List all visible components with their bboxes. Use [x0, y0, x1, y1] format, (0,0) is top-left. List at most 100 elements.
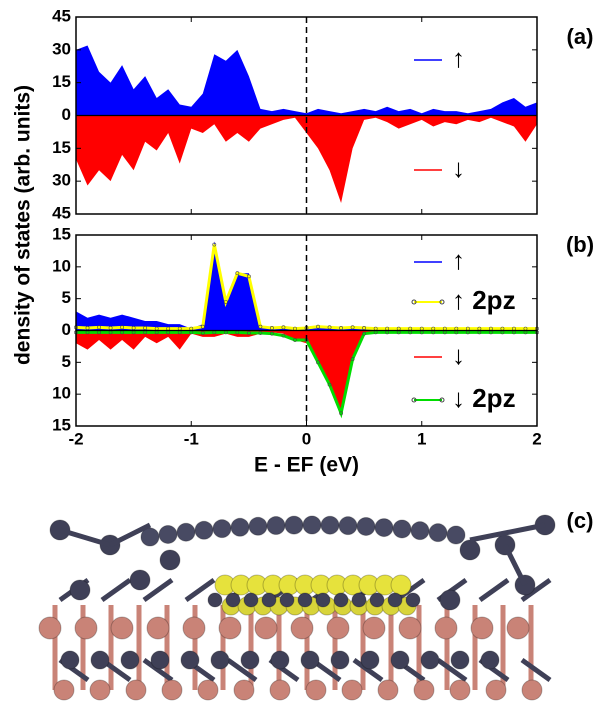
atom	[521, 679, 543, 701]
atom	[159, 549, 181, 571]
legend-marker	[411, 299, 417, 305]
panel-label: (a)	[567, 24, 594, 49]
dos-area	[76, 45, 537, 116]
atom	[459, 539, 481, 561]
atom	[53, 679, 75, 701]
atom	[254, 616, 278, 640]
bond	[108, 522, 152, 548]
legend-label: ↑	[452, 43, 465, 73]
atom	[338, 516, 358, 536]
y-tick-label: 0	[62, 105, 71, 124]
atom	[269, 679, 291, 701]
atom	[120, 650, 140, 670]
atom	[230, 517, 250, 537]
bond	[59, 527, 111, 548]
atom	[60, 650, 80, 670]
dos-point	[246, 274, 251, 279]
atom	[428, 523, 448, 543]
atom	[449, 679, 471, 701]
atom	[38, 616, 62, 640]
atom	[248, 516, 268, 536]
atom	[387, 592, 403, 608]
bond	[352, 657, 384, 683]
dos-point	[235, 271, 240, 276]
panel-label: (b)	[566, 232, 594, 257]
legend-label: ↓ 2pz	[452, 383, 516, 413]
dos-point	[270, 326, 274, 330]
atom	[182, 616, 206, 640]
x-tick-label: 0	[302, 429, 311, 448]
dos-area	[76, 330, 537, 414]
dos-point	[350, 357, 355, 362]
bond	[436, 657, 468, 683]
atom	[470, 616, 494, 640]
dos-point	[339, 326, 343, 330]
dos-point	[258, 324, 263, 329]
atom	[89, 679, 111, 701]
atom	[405, 592, 421, 608]
atom	[158, 524, 178, 544]
atom	[146, 616, 170, 640]
dos-point	[258, 331, 263, 335]
dos-point	[339, 411, 343, 416]
dos-point	[200, 324, 205, 329]
atom	[69, 579, 91, 601]
legend-label: ↓	[452, 153, 465, 183]
atom	[140, 527, 160, 547]
atom	[207, 592, 223, 608]
legend-label: ↑	[452, 245, 465, 275]
atom	[506, 616, 530, 640]
dos-point	[223, 299, 228, 304]
atom	[446, 525, 466, 545]
atom	[243, 592, 259, 608]
bond	[469, 522, 546, 543]
atom	[74, 616, 98, 640]
atom	[326, 616, 350, 640]
dos-point	[362, 326, 367, 330]
y-tick-label: 45	[52, 6, 71, 25]
atom	[261, 592, 277, 608]
atom	[290, 616, 314, 640]
dos-point	[143, 326, 148, 330]
atom	[450, 650, 470, 670]
atom	[125, 679, 147, 701]
atom	[225, 592, 241, 608]
y-tick-label: 0	[62, 320, 71, 339]
legend-marker	[439, 397, 445, 403]
dos-point	[350, 325, 355, 330]
atom	[351, 592, 367, 608]
atom	[377, 679, 399, 701]
y-tick-label: 10	[52, 256, 71, 275]
atom	[302, 515, 322, 535]
x-axis-label: E - EF (eV)	[254, 454, 359, 477]
atom	[297, 592, 313, 608]
bond	[226, 657, 258, 683]
dos-point	[281, 333, 286, 338]
legend-marker	[439, 299, 445, 305]
panel-label: (c)	[567, 508, 594, 533]
dos-point	[246, 331, 251, 335]
dos-point	[327, 382, 332, 387]
atom	[356, 516, 376, 536]
structure-image	[38, 514, 556, 701]
atom	[212, 519, 232, 539]
atom	[279, 592, 295, 608]
dos-point	[281, 325, 286, 330]
bond	[100, 577, 132, 603]
atom	[129, 569, 151, 591]
atom	[390, 650, 410, 670]
atom	[398, 616, 422, 640]
y-tick-label: 5	[62, 288, 71, 307]
atom	[240, 650, 260, 670]
y-axis-label: density of states (arb. units)	[12, 85, 35, 365]
atom	[480, 650, 500, 670]
y-tick-label: 5	[62, 352, 71, 371]
bond	[184, 577, 216, 603]
dos-point	[362, 331, 367, 336]
x-tick-label: 2	[532, 429, 541, 448]
dos-point	[212, 242, 217, 247]
dos-point	[108, 326, 113, 330]
atom	[210, 650, 230, 670]
dos-area	[76, 241, 537, 331]
dos-point	[97, 325, 101, 330]
